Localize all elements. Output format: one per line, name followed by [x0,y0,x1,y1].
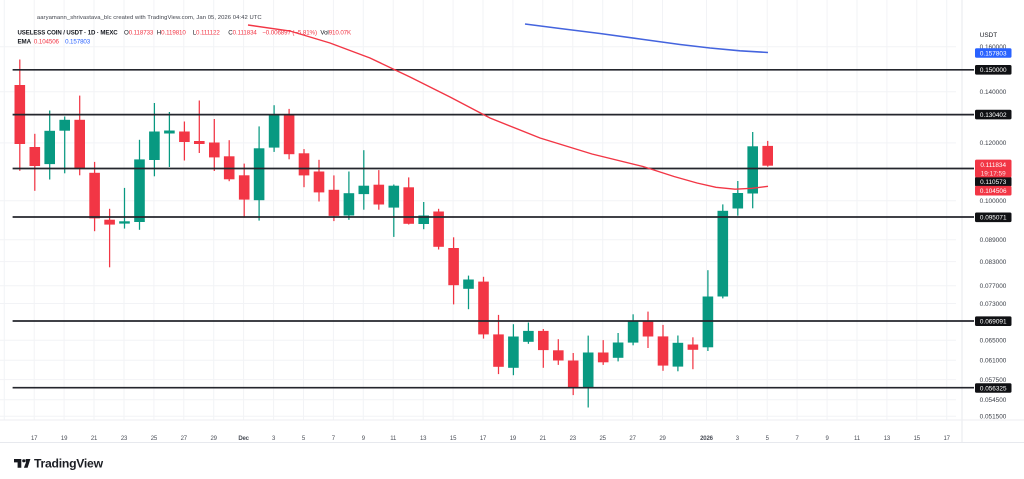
svg-text:29: 29 [211,436,218,442]
svg-text:3: 3 [736,436,740,442]
svg-text:0.130402: 0.130402 [980,112,1007,119]
svg-text:0.110573: 0.110573 [980,179,1007,186]
svg-text:17: 17 [480,436,487,442]
svg-text:9: 9 [362,436,366,442]
svg-text:0.150000: 0.150000 [980,67,1007,74]
svg-text:19: 19 [61,436,68,442]
svg-text:aaryamann_shrivastava_blc crea: aaryamann_shrivastava_blc created with T… [37,15,263,21]
svg-text:0.140000: 0.140000 [980,89,1007,96]
svg-text:27: 27 [629,436,636,442]
svg-text:0.089000: 0.089000 [980,237,1007,244]
svg-text:0.077000: 0.077000 [980,283,1007,290]
svg-text:0.095071: 0.095071 [980,215,1007,222]
svg-text:17: 17 [944,436,951,442]
svg-text:21: 21 [91,436,98,442]
svg-text:0.054500: 0.054500 [980,397,1007,404]
svg-text:0.073000: 0.073000 [980,301,1007,308]
svg-text:19:17:59: 19:17:59 [981,171,1006,178]
svg-text:0.051500: 0.051500 [980,414,1007,421]
svg-text:7: 7 [796,436,800,442]
svg-text:0.083000: 0.083000 [980,259,1007,266]
svg-text:23: 23 [570,436,577,442]
svg-text:5: 5 [766,436,770,442]
svg-text:19: 19 [510,436,517,442]
svg-text:0.069091: 0.069091 [980,319,1007,326]
svg-text:5: 5 [302,436,306,442]
svg-text:EMA: EMA [18,39,32,46]
svg-text:Dec: Dec [238,436,249,442]
svg-text:0.100000: 0.100000 [980,198,1007,205]
svg-text:0.065000: 0.065000 [980,338,1007,345]
svg-text:0.157803: 0.157803 [65,39,91,46]
svg-text:2026: 2026 [700,436,714,442]
svg-text:25: 25 [600,436,607,442]
svg-text:0.160000: 0.160000 [980,44,1007,51]
svg-text:USDT: USDT [980,32,997,39]
svg-text:0.061000: 0.061000 [980,358,1007,365]
svg-text:29: 29 [659,436,666,442]
svg-text:0.111834: 0.111834 [980,162,1006,169]
svg-text:3: 3 [272,436,276,442]
svg-text:21: 21 [540,436,547,442]
svg-text:17: 17 [31,436,38,442]
svg-text:0.104506: 0.104506 [980,188,1007,195]
svg-text:13: 13 [420,436,427,442]
svg-text:0.120000: 0.120000 [980,140,1007,147]
svg-text:7: 7 [332,436,336,442]
svg-text:0.056325: 0.056325 [980,385,1007,392]
svg-text:15: 15 [914,436,921,442]
svg-text:USELESS COIN / USDT · 1D · MEX: USELESS COIN / USDT · 1D · MEXC [18,30,119,37]
svg-text:11: 11 [854,436,861,442]
svg-text:0.104506: 0.104506 [34,39,60,46]
svg-text:TradingView: TradingView [34,457,104,471]
svg-text:13: 13 [884,436,891,442]
svg-text:0.157803: 0.157803 [980,50,1007,57]
svg-text:23: 23 [121,436,128,442]
svg-text:25: 25 [151,436,158,442]
svg-text:9: 9 [826,436,830,442]
svg-text:0.057500: 0.057500 [980,377,1007,384]
svg-text:11: 11 [390,436,397,442]
svg-text:27: 27 [181,436,188,442]
svg-text:15: 15 [450,436,457,442]
